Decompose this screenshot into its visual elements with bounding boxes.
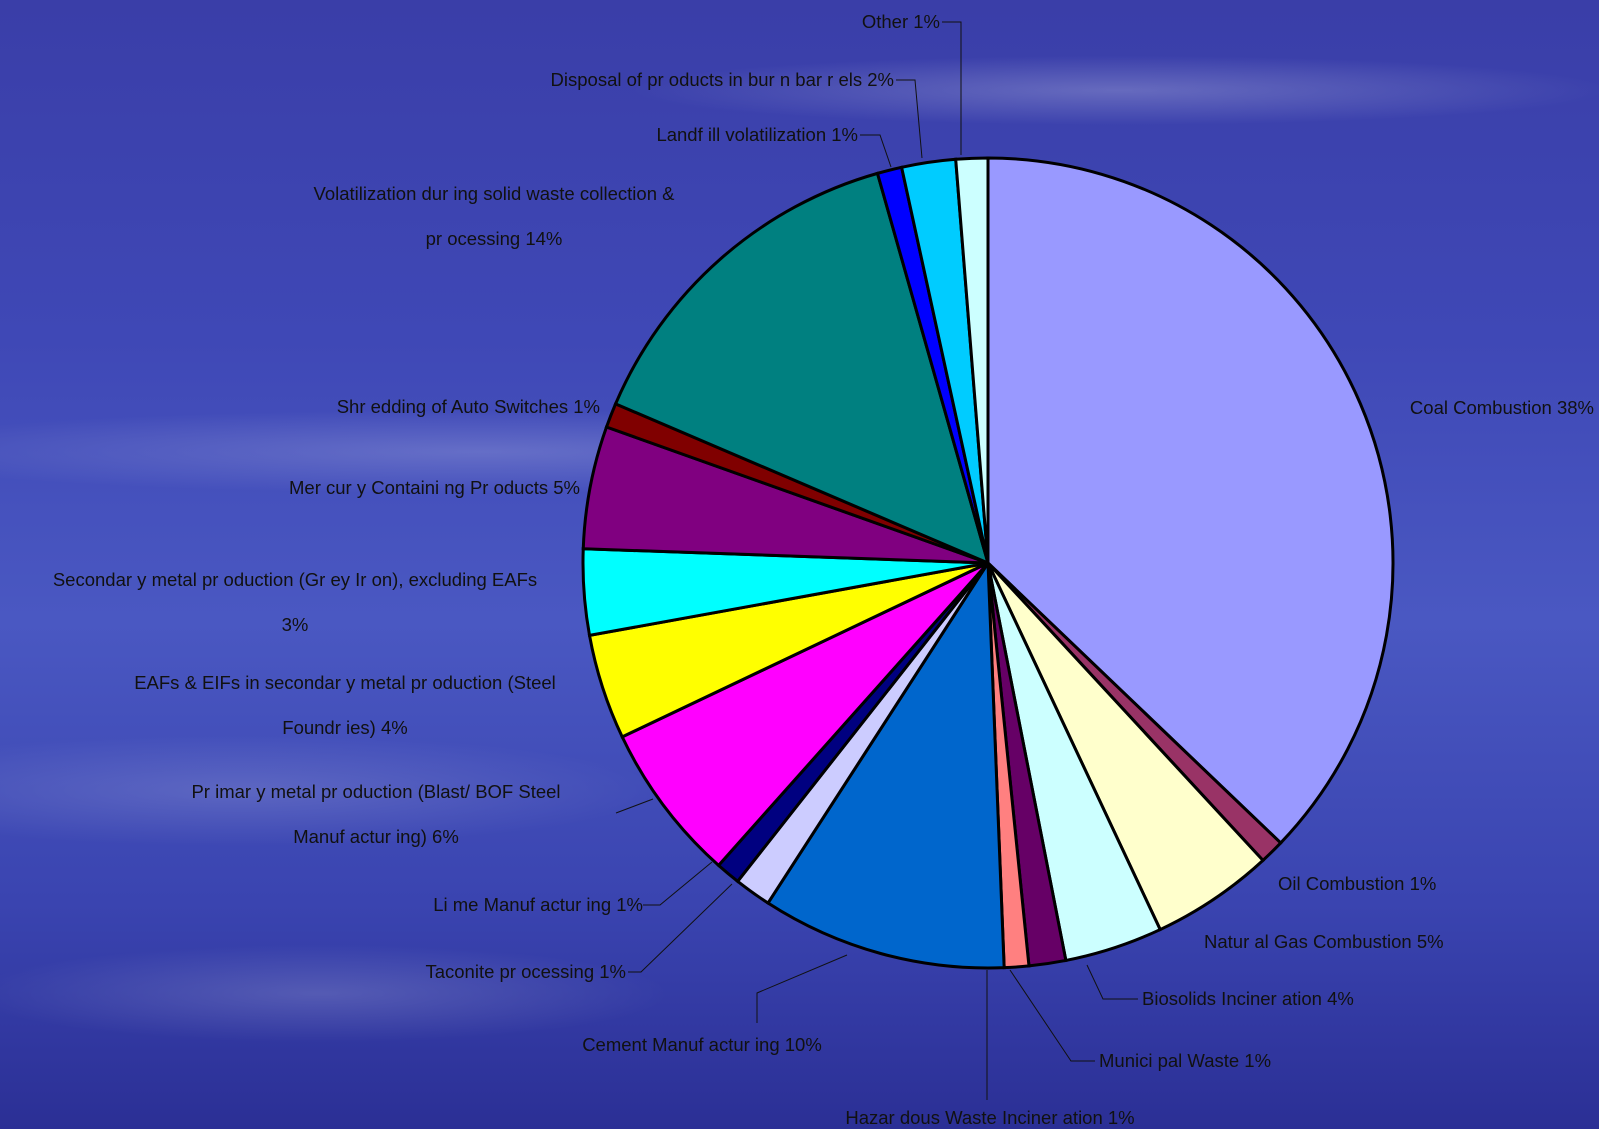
slice-label-15: Landf ill volatilization 1% (656, 124, 858, 145)
slice-label-2: Natur al Gas Combustion 5% (1204, 931, 1444, 952)
leader-line-17 (942, 21, 962, 155)
slice-label-0: Coal Combustion 38% (1410, 397, 1594, 418)
leader-line-8 (643, 861, 713, 906)
slice-label-11: Secondar y metal pr oduction (Gr ey Ir o… (53, 569, 537, 635)
slice-label-5: Hazar dous Waste Inciner ation 1% (845, 1107, 1134, 1128)
slice-label-7: Taconite pr ocessing 1% (425, 961, 626, 982)
pie-slice-14 (613, 171, 991, 566)
slice-label-10: EAFs & EIFs in secondar y metal pr oduct… (134, 672, 556, 738)
leader-line-15 (860, 134, 892, 168)
slice-label-1: Oil Combustion 1% (1278, 873, 1436, 894)
leader-line-9 (615, 798, 654, 814)
pie-slice-17 (954, 156, 990, 564)
slice-label-9: Pr imar y metal pr oduction (Blast/ BOF … (191, 781, 560, 847)
pie-slice-0 (986, 156, 1395, 846)
slice-label-14: Volatilization dur ing solid waste colle… (314, 183, 676, 249)
leader-line-4 (1009, 969, 1095, 1062)
pie-slice-9 (620, 561, 990, 868)
slice-label-13: Shr edding of Auto Switches 1% (337, 396, 600, 417)
leader-line-7 (628, 883, 733, 973)
leader-line-3 (1086, 964, 1138, 1000)
slice-label-8: Li me Manuf actur ing 1% (433, 894, 643, 915)
leader-line-6 (756, 954, 848, 1023)
slice-label-12: Mer cur y Containi ng Pr oducts 5% (289, 477, 580, 498)
slice-label-17: Other 1% (862, 11, 940, 32)
slice-label-3: Biosolids Inciner ation 4% (1142, 988, 1354, 1009)
leader-line-16 (896, 79, 923, 159)
slice-label-4: Munici pal Waste 1% (1099, 1050, 1271, 1071)
slice-label-6: Cement Manuf actur ing 10% (582, 1034, 822, 1055)
pie-slice-6 (765, 558, 1006, 970)
slice-label-16: Disposal of pr oducts in bur n bar r els… (551, 69, 894, 90)
